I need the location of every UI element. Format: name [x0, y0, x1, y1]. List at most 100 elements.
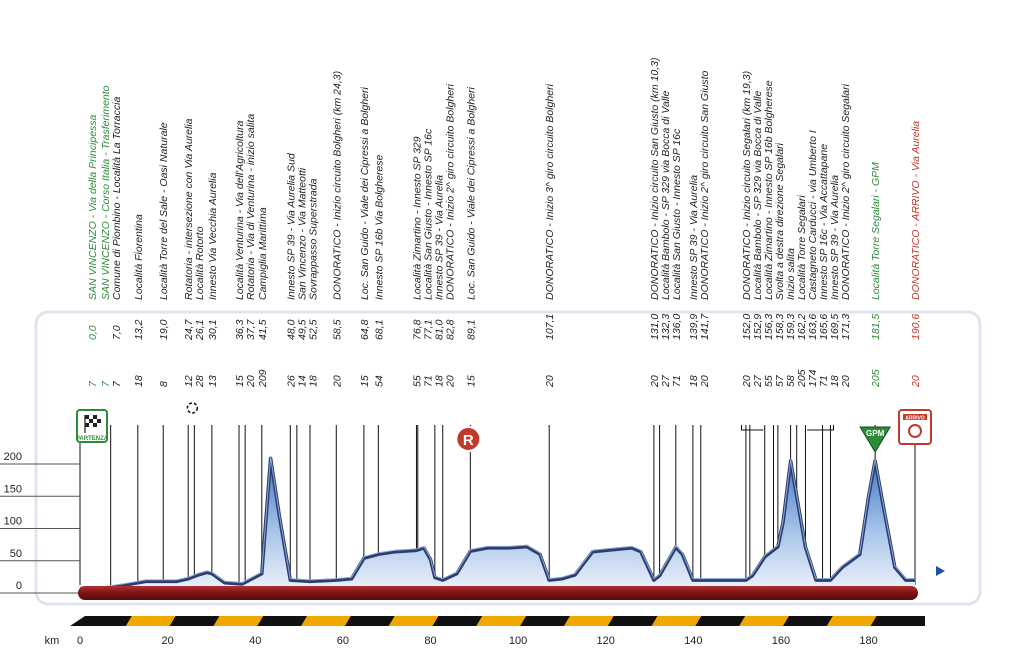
- waypoint-name: DONORATICO - Inizio 2^ giro circuito Seg…: [840, 83, 852, 300]
- roundabout-icon: [186, 402, 199, 414]
- waypoint-km: 36,3: [234, 319, 246, 340]
- waypoint-name: Inizio salita: [785, 248, 797, 300]
- checker-square: [85, 423, 89, 427]
- waypoint-name: Innesto SP 39 - Via Aurelia: [829, 175, 841, 300]
- waypoint-name: SAN VINCENZO - Via della Principessa: [87, 114, 99, 300]
- gpm-label: GPM: [866, 429, 885, 438]
- finish-symbol: [908, 424, 922, 438]
- waypoint-name: Castagneto Carducci - via Umberto I: [807, 130, 819, 300]
- waypoint-alt: 20: [910, 375, 922, 388]
- waypoint-name: Località Bambolo - SP 329 via Bocca di V…: [660, 91, 672, 300]
- waypoint-alt: 209: [257, 369, 269, 388]
- waypoint-alt: 71: [671, 375, 683, 387]
- finish-label: ARRIVO: [905, 416, 925, 422]
- waypoint-name: Innesto SP 39 - Via Aurelia: [688, 175, 700, 300]
- waypoint-name: Località Rotorto: [194, 226, 206, 300]
- waypoint-km: 37,7: [245, 318, 257, 340]
- x-tick-label: 100: [509, 635, 527, 647]
- waypoint-name: Loc. San Guido - Viale dei Cipressi a Bo…: [359, 86, 371, 300]
- waypoint-alt: 15: [234, 375, 246, 387]
- waypoint-name: Innesto SP 39 - Via Aurelia: [433, 175, 445, 300]
- waypoint-km: 162,2: [796, 314, 808, 340]
- km-scale: km 0 20 40 60 80 100 120 140 160 180: [45, 616, 925, 647]
- waypoint-name: Campiglia Marittima: [257, 207, 269, 300]
- waypoint-km: 76,8: [411, 319, 423, 340]
- waypoint-km: 163,6: [807, 314, 819, 340]
- waypoint-name: Sovrappasso Superstrada: [307, 178, 319, 300]
- waypoint-km: 141,7: [699, 313, 711, 340]
- waypoint-km: 64,8: [359, 319, 371, 340]
- waypoint-name: Innesto Via Vecchia Aurelia: [207, 172, 219, 300]
- waypoint-name: Località Bambolo - SP 329 via Bocca di V…: [752, 91, 764, 300]
- x-tick-label: 60: [337, 635, 349, 647]
- waypoint-km: 26,1: [194, 320, 206, 341]
- waypoint-alt: 57: [774, 374, 786, 387]
- waypoint-name: Loc. San Guido - Viale dei Cipressi a Bo…: [465, 86, 477, 300]
- waypoint-name: Innesto SP 16b Via Bolgherese: [373, 154, 385, 300]
- y-tick-label: 50: [10, 548, 22, 560]
- x-tick-label: 180: [859, 635, 877, 647]
- waypoint-alt: 20: [331, 375, 343, 388]
- waypoint-alt: 71: [422, 375, 434, 387]
- waypoint-alt: 20: [649, 375, 661, 388]
- waypoint-alt: 55: [763, 375, 775, 387]
- waypoint-name: DONORATICO - Inizio circuito San Giusto …: [649, 57, 661, 300]
- scale-segment: [125, 616, 176, 626]
- waypoint-alt: 28: [194, 375, 206, 388]
- waypoint-alt: 12: [183, 375, 195, 387]
- waypoint-alt: 20: [699, 375, 711, 388]
- waypoint-alt: 26: [285, 375, 297, 388]
- checker-square: [89, 419, 93, 423]
- waypoint-name: Località Fiorentina: [133, 214, 145, 300]
- x-tick-label: 80: [424, 635, 436, 647]
- x-tick-label: 140: [684, 635, 702, 647]
- x-tick-label: 0: [77, 635, 83, 647]
- waypoint-km: 190,6: [910, 314, 922, 340]
- waypoint-km: 152,9: [752, 314, 764, 340]
- waypoint-alt: 18: [688, 375, 700, 387]
- circuit-bracket-left: [741, 425, 764, 431]
- waypoint-alt: 20: [741, 375, 753, 388]
- feed-zone-label: R: [463, 432, 474, 449]
- scale-start-cap: [70, 616, 100, 626]
- gpm-marker: [859, 426, 892, 453]
- x-tick-label: 120: [597, 635, 615, 647]
- waypoint-alt: 20: [245, 375, 257, 388]
- waypoint-km: 41,5: [257, 319, 269, 340]
- waypoint-km: 81,0: [433, 319, 445, 340]
- waypoint-alt: 15: [465, 375, 477, 387]
- waypoint-alt: 14: [296, 375, 308, 387]
- waypoint-km: 0,0: [87, 325, 99, 340]
- y-tick-label: 0: [16, 580, 22, 592]
- waypoint-name: DONORATICO - Inizio circuito Segalari (k…: [741, 71, 753, 300]
- waypoint-name: San Vincenzo - Via Matteotti: [296, 167, 308, 300]
- waypoint-alt: 7: [100, 380, 112, 387]
- x-tick-label: 20: [161, 635, 173, 647]
- x-tick-label: 160: [772, 635, 790, 647]
- waypoint-alt: 205: [796, 369, 808, 388]
- waypoint-alt: 7: [111, 380, 123, 387]
- waypoint-alt: 7: [87, 380, 99, 387]
- waypoint-km: 19,0: [158, 319, 170, 340]
- waypoint-km: 159,3: [785, 314, 797, 340]
- circuit-bracket-right: [807, 425, 835, 431]
- waypoint-alt: 15: [359, 375, 371, 387]
- waypoint-alt: 18: [307, 375, 319, 387]
- waypoint-alt: 55: [411, 375, 423, 387]
- waypoint-km: 132,3: [660, 314, 672, 340]
- finish-banner: [903, 414, 927, 420]
- waypoint-labels: SAN VINCENZO - Via della Principessa SAN …: [87, 57, 922, 300]
- waypoint-name: DONORATICO - Inizio 2^ giro circuito Bol…: [444, 83, 456, 300]
- waypoint-name: Innesto SP 16c - Via Accattapane: [818, 144, 830, 300]
- scale-segment: [826, 616, 877, 626]
- y-tick-label: 200: [4, 451, 22, 463]
- profile-highlight: [80, 456, 915, 588]
- scale-segment: [213, 616, 264, 626]
- x-unit-label: km: [45, 635, 60, 647]
- waypoint-km: 181,5: [870, 314, 882, 340]
- feed-zone-marker: [455, 426, 482, 452]
- waypoint-alt: 18: [133, 375, 145, 387]
- y-axis: 0 50 100 150 200: [0, 451, 80, 594]
- waypoint-name: Svolta a destra direzione Segalari: [774, 142, 786, 300]
- waypoint-name: Località San Giusto - Innesto SP 16c: [422, 128, 434, 300]
